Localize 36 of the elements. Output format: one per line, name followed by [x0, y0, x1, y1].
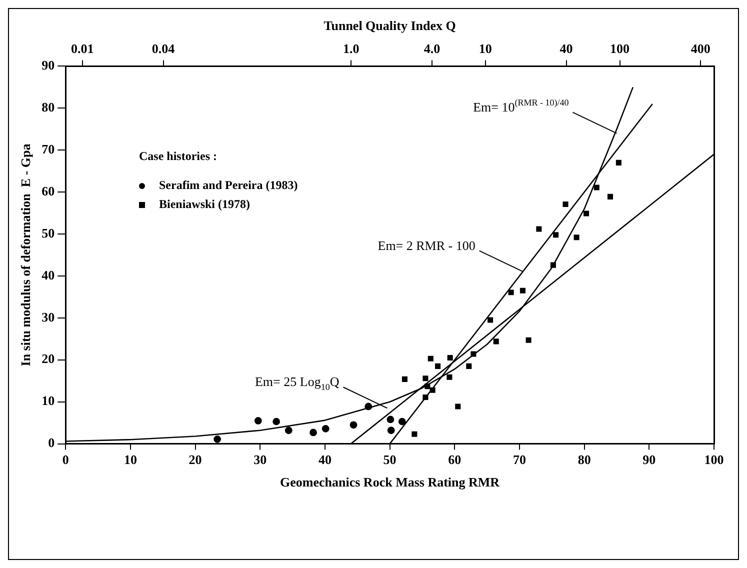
x-tick-label: 40	[318, 452, 332, 467]
x-tick-label: 60	[448, 452, 462, 467]
x2-tick-label: 0.04	[152, 40, 176, 56]
x-tick-label: 20	[188, 452, 202, 467]
x2-tick-label: 100	[610, 40, 630, 56]
y-tick-label: 70	[42, 141, 55, 156]
y-tick-label: 10	[42, 393, 55, 408]
x-tick-label: 30	[254, 452, 267, 467]
y-tick-label: 90	[42, 58, 55, 73]
legend-title: Case histories :	[139, 149, 218, 164]
x2-tick-label: 10	[478, 40, 492, 56]
x2-tick-label: 40	[560, 40, 573, 56]
x-tick-label: 70	[512, 452, 526, 467]
x-tick-label: 80	[578, 452, 591, 467]
annotation: Em= 2 RMR - 100	[378, 238, 476, 253]
y-tick-label: 40	[42, 267, 55, 282]
y-axis-title: In situ modulus of deformation E - Gpa	[18, 143, 34, 366]
x2-axis-title: Tunnel Quality Index Q	[324, 18, 456, 34]
y-tick-label: 30	[42, 309, 55, 324]
x-tick-label: 50	[383, 452, 396, 467]
x-tick-label: 10	[124, 452, 137, 467]
x2-tick-label: 400	[690, 40, 710, 56]
x-tick-label: 100	[704, 452, 724, 467]
x-tick-label: 0	[62, 452, 69, 467]
y-tick-label: 60	[42, 183, 55, 198]
legend-label: Serafim and Pereira (1983)	[159, 178, 298, 193]
y-tick-label: 50	[42, 225, 55, 240]
x2-tick-label: 1.0	[342, 40, 360, 56]
y-tick-label: 0	[48, 435, 55, 450]
x2-tick-label: 0.01	[71, 40, 94, 56]
x-tick-label: 90	[642, 452, 656, 467]
x2-tick-label: 4.0	[424, 40, 440, 56]
x-axis-title: Geomechanics Rock Mass Rating RMR	[280, 474, 500, 490]
y-tick-label: 80	[42, 100, 55, 115]
y-tick-label: 20	[42, 351, 55, 366]
legend-label: Bieniawski (1978)	[159, 197, 250, 212]
